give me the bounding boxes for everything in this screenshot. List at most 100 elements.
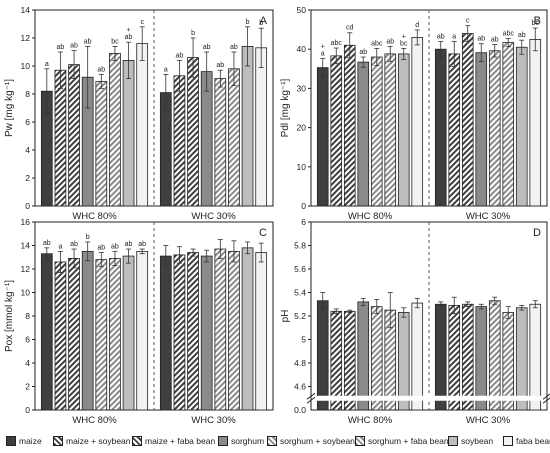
- y-tick-label: 40: [297, 44, 307, 54]
- significance-label: ab: [176, 52, 184, 59]
- legend-item: maize: [6, 432, 42, 450]
- y-tick-label: 5.2: [294, 311, 306, 321]
- y-tick-label: 6: [25, 117, 30, 127]
- bar: [434, 48, 447, 207]
- y-tick-label: 0.0: [294, 405, 306, 415]
- category-label: WHC 80%: [348, 415, 393, 426]
- legend-item: sorghum + soybean: [267, 432, 355, 450]
- y-tick-label: 50: [297, 5, 307, 15]
- significance-label: ab: [230, 44, 238, 51]
- legend-item: maize + soybean: [53, 432, 131, 450]
- significance-label: a: [321, 51, 325, 58]
- significance-label: bc: [400, 40, 408, 47]
- y-tick-label: 5.6: [294, 264, 306, 274]
- significance-label: ab: [70, 241, 78, 248]
- legend-label: soybean: [461, 436, 494, 446]
- bar: [241, 247, 254, 411]
- panel-d: 4.6 4.8 5 5.2 5.4 5.6 5.8 6 pH D WHC 80% WHC 30% 0.0: [280, 217, 550, 426]
- significance-label: ab: [70, 43, 78, 50]
- legend-item: maize + faba bean: [132, 432, 215, 450]
- bar: [316, 300, 329, 411]
- legend-label: maize: [19, 436, 42, 446]
- bar: [136, 250, 149, 411]
- significance-label: ab: [125, 34, 133, 41]
- legend-label: maize + soybean: [66, 436, 131, 446]
- y-tick-label: 8: [25, 311, 30, 321]
- y-tick-label: 14: [21, 5, 31, 15]
- bar: [411, 302, 424, 411]
- bar: [384, 53, 397, 207]
- bar: [475, 52, 488, 207]
- bar: [81, 250, 94, 411]
- significance-label: a: [58, 243, 62, 250]
- y-tick-label: 2: [25, 173, 30, 183]
- significance-label: ab: [477, 36, 485, 43]
- significance-label: ab: [97, 245, 105, 252]
- significance-label: ab: [84, 38, 92, 45]
- bar: [214, 78, 227, 207]
- significance-label: +: [321, 44, 325, 51]
- significance-label: ab: [491, 36, 499, 43]
- y-tick-label: 2: [25, 382, 30, 392]
- y-tick-label: 12: [21, 264, 31, 274]
- bar: [200, 255, 213, 411]
- legend-swatch: [218, 436, 228, 446]
- significance-label: ab: [437, 33, 445, 40]
- bar: [316, 67, 329, 207]
- legend-swatch: [132, 436, 142, 446]
- bar: [488, 300, 501, 411]
- bar: [529, 39, 542, 207]
- legend-item: faba bean: [503, 432, 550, 450]
- bar: [448, 53, 461, 207]
- significance-label: bc: [111, 38, 119, 45]
- bar: [136, 43, 149, 207]
- bar: [95, 81, 108, 207]
- legend-item: sorghum + faba bean: [355, 432, 449, 450]
- bar: [461, 33, 474, 207]
- bar: [411, 37, 424, 207]
- significance-label: b: [246, 19, 250, 26]
- legend-swatch: [448, 436, 458, 446]
- bar: [397, 312, 410, 411]
- bar: [515, 46, 528, 207]
- legend-item: soybean: [448, 432, 493, 450]
- y-tick-label: 4: [25, 358, 30, 368]
- legend-swatch: [503, 436, 513, 446]
- axis-break-gap: [312, 395, 546, 401]
- y-tick-label: 4.6: [294, 382, 306, 392]
- significance-label: ab: [518, 32, 526, 39]
- category-label: WHC 80%: [348, 211, 393, 222]
- bar: [330, 310, 343, 411]
- legend-label: sorghum + faba bean: [368, 436, 449, 446]
- significance-label: abc: [371, 40, 383, 47]
- significance-label: ab: [97, 66, 105, 73]
- y-axis-label: Pox [mmol kg⁻¹]: [4, 280, 15, 352]
- significance-label: ab: [138, 241, 146, 248]
- category-label: WHC 80%: [72, 211, 117, 222]
- y-tick-label: 8: [25, 89, 30, 99]
- bar: [109, 258, 121, 411]
- significance-label: c: [140, 19, 144, 26]
- legend: maize maize + soybean maize + faba bean sor…: [6, 432, 550, 450]
- bar: [241, 46, 254, 207]
- significance-label: ab: [216, 62, 224, 69]
- significance-label: ab: [359, 49, 367, 56]
- y-tick-label: 16: [21, 217, 31, 227]
- bar: [343, 44, 356, 207]
- bar: [357, 61, 370, 207]
- significance-label: ab: [203, 44, 211, 51]
- bar: [515, 307, 528, 411]
- legend-label: maize + faba bean: [145, 436, 216, 446]
- legend-swatch: [355, 436, 365, 446]
- significance-label: ab: [386, 38, 394, 45]
- y-tick-label: 10: [297, 162, 307, 172]
- bar: [95, 259, 108, 411]
- significance-label: a: [45, 61, 49, 68]
- bar: [357, 301, 370, 411]
- y-tick-label: 4: [25, 145, 30, 155]
- significance-label: ab: [125, 241, 133, 248]
- significance-label: b: [259, 20, 263, 27]
- bar: [330, 55, 343, 207]
- y-tick-label: 30: [297, 83, 307, 93]
